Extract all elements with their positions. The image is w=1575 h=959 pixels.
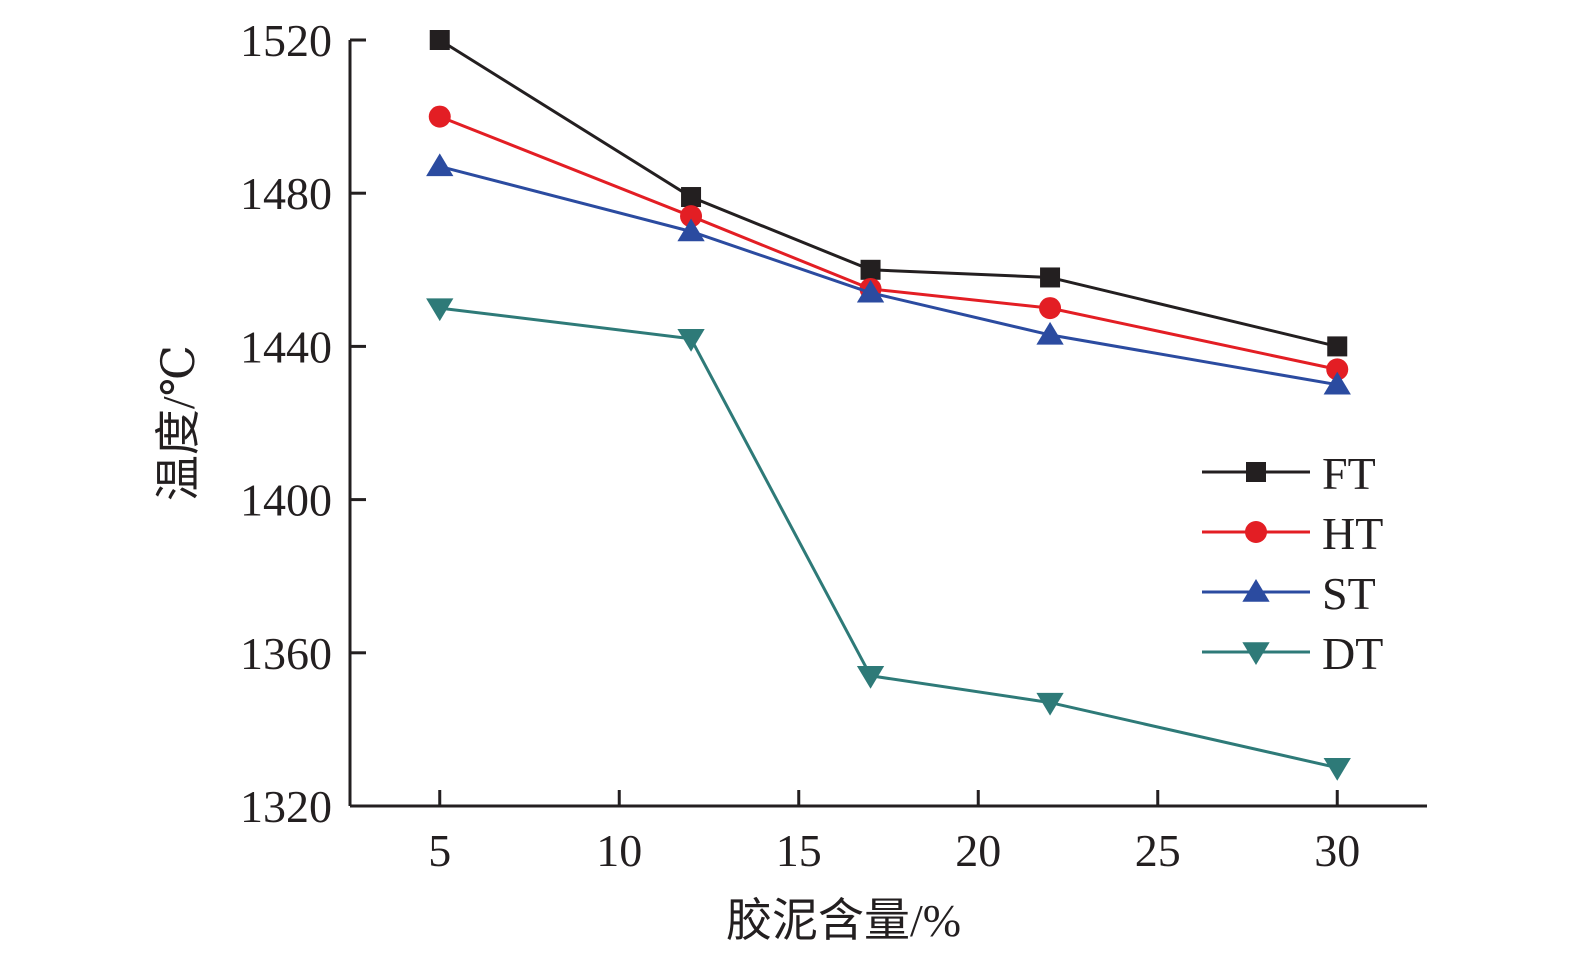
legend-marker-st xyxy=(1242,579,1270,602)
y-tick-label: 1320 xyxy=(240,781,332,832)
legend-label-st: ST xyxy=(1322,568,1376,619)
x-axis-title: 胶泥含量/% xyxy=(726,895,961,946)
legend-marker-ft xyxy=(1246,462,1266,482)
data-point-dt xyxy=(426,298,454,322)
y-tick-label: 1400 xyxy=(240,475,332,526)
data-point-dt xyxy=(1323,757,1351,781)
legend-item-dt: DT xyxy=(1202,628,1383,679)
data-point-st xyxy=(677,218,705,242)
legend-item-ft: FT xyxy=(1202,448,1376,499)
x-tick-label: 20 xyxy=(955,825,1001,876)
y-tick-label: 1480 xyxy=(240,168,332,219)
data-point-ht xyxy=(680,205,703,228)
data-point-st xyxy=(426,153,454,177)
data-point-ft xyxy=(1040,267,1061,288)
y-axis-title: 温度/℃ xyxy=(153,345,204,501)
data-point-ht xyxy=(428,105,451,128)
series-line-st xyxy=(439,164,1338,387)
x-tick-label: 15 xyxy=(776,825,822,876)
y-tick-label: 1440 xyxy=(240,321,332,372)
x-tick-label: 25 xyxy=(1135,825,1181,876)
series-ht xyxy=(428,105,1349,381)
legend-marker-ht xyxy=(1245,521,1267,543)
data-point-dt xyxy=(1036,692,1064,716)
data-point-st xyxy=(1323,371,1351,395)
data-point-ft xyxy=(1327,336,1348,357)
series-line-dt xyxy=(439,306,1338,770)
legend-label-ft: FT xyxy=(1322,448,1376,499)
data-point-st xyxy=(856,279,885,303)
data-point-ft xyxy=(681,187,702,208)
data-point-dt xyxy=(677,328,705,352)
y-tick-label: 1360 xyxy=(240,628,332,679)
data-point-ft xyxy=(860,259,881,280)
series-line-ht xyxy=(439,115,1338,371)
data-point-ht xyxy=(1039,297,1062,320)
x-tick-label: 5 xyxy=(428,825,451,876)
legend-item-ht: HT xyxy=(1202,508,1383,559)
legend-marker-dt xyxy=(1242,642,1270,665)
x-tick-label: 10 xyxy=(596,825,642,876)
series-st xyxy=(426,153,1351,395)
y-tick-label: 1520 xyxy=(240,15,332,66)
data-point-dt xyxy=(856,666,885,689)
series-line-ft xyxy=(438,38,1338,348)
legend-label-ht: HT xyxy=(1322,508,1383,559)
series-layer xyxy=(426,30,1351,781)
series-ft xyxy=(429,30,1348,357)
series-dt xyxy=(426,298,1351,781)
legend-item-st: ST xyxy=(1202,568,1376,619)
data-point-ht xyxy=(1326,358,1349,381)
x-tick-label: 30 xyxy=(1314,825,1360,876)
legend-label-dt: DT xyxy=(1322,628,1383,679)
data-point-ft xyxy=(429,30,450,50)
data-point-st xyxy=(1036,321,1064,345)
legend: FT HT ST DT xyxy=(1202,448,1383,679)
